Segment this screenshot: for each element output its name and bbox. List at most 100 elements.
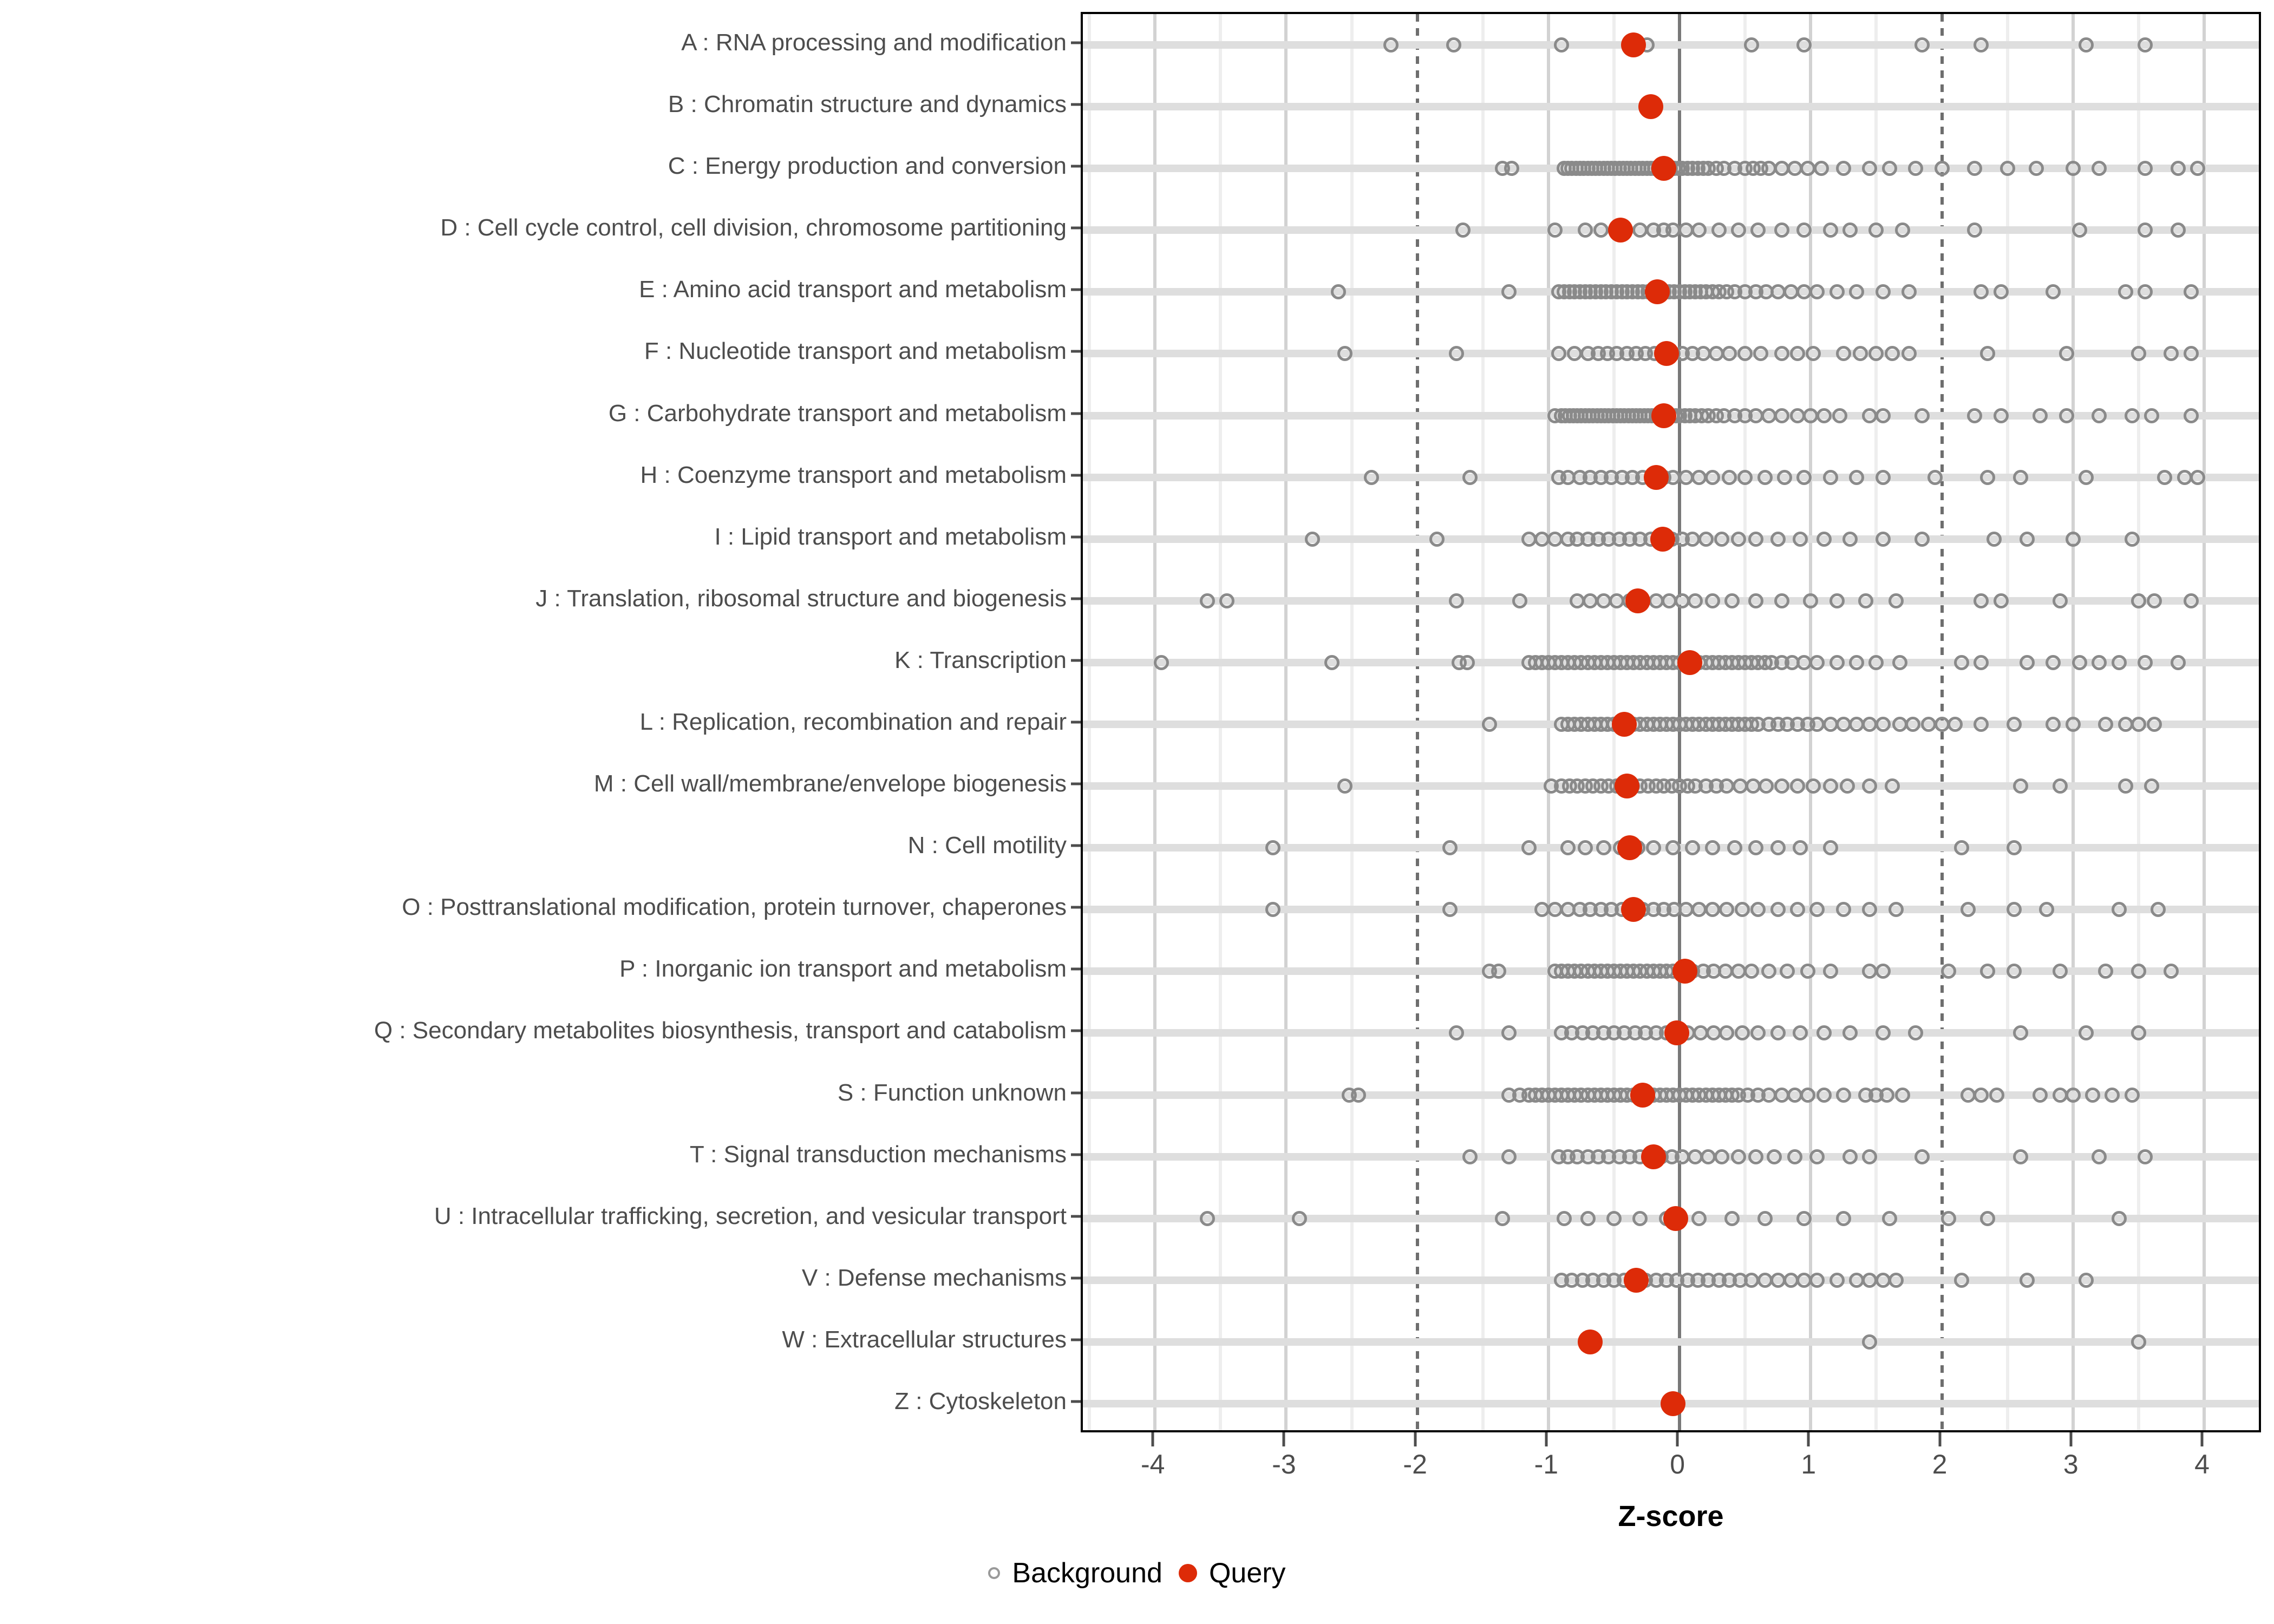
- background-point: [1704, 902, 1720, 918]
- background-point: [1974, 284, 1989, 300]
- background-point: [1750, 902, 1766, 918]
- background-point: [1884, 778, 1900, 794]
- background-point: [1758, 778, 1774, 794]
- background-point: [2124, 531, 2140, 547]
- background-point: [1888, 902, 1904, 918]
- background-point: [1835, 161, 1851, 176]
- background-point: [1875, 284, 1891, 300]
- background-point: [2190, 469, 2205, 485]
- background-point: [1691, 222, 1707, 238]
- background-point: [1719, 1025, 1735, 1041]
- x-axis-tick: [1938, 1432, 1942, 1446]
- background-point: [1809, 654, 1825, 670]
- x-axis-tick: [2069, 1432, 2073, 1446]
- background-point: [1383, 37, 1399, 53]
- query-point: [1578, 1329, 1603, 1354]
- background-point: [1645, 840, 1661, 856]
- y-axis-category-labels: A : RNA processing and modification B : C…: [0, 0, 1081, 1432]
- background-point: [2012, 1025, 2028, 1041]
- background-point: [2039, 902, 2055, 918]
- y-gridline: [1083, 1338, 2259, 1346]
- background-point: [1796, 37, 1812, 53]
- background-point: [1840, 778, 1855, 794]
- background-point: [2138, 654, 2153, 670]
- background-point: [2012, 469, 2028, 485]
- background-point: [1849, 654, 1865, 670]
- background-point: [1908, 161, 1924, 176]
- background-point: [1491, 964, 1506, 979]
- background-point: [1691, 1210, 1707, 1226]
- query-point: [1612, 712, 1637, 737]
- background-point: [1829, 593, 1845, 608]
- background-point: [1888, 1272, 1904, 1288]
- background-point: [2131, 717, 2146, 732]
- background-point: [1724, 593, 1740, 608]
- background-point: [1731, 222, 1747, 238]
- query-point: [1663, 1206, 1688, 1231]
- y-axis-tick-label: P : Inorganic ion transport and metaboli…: [619, 955, 1067, 983]
- background-point: [2138, 161, 2153, 176]
- background-point: [1462, 1149, 1478, 1164]
- y-axis-tick-label: C : Energy production and conversion: [668, 153, 1067, 180]
- background-point: [1547, 222, 1563, 238]
- y-axis-tick-label: U : Intracellular trafficking, secretion…: [434, 1202, 1067, 1229]
- background-point: [1832, 408, 1847, 423]
- background-point: [2006, 902, 2022, 918]
- y-axis-tick: [1071, 1091, 1081, 1095]
- background-point: [2052, 593, 2068, 608]
- background-point: [1901, 284, 1917, 300]
- background-point: [1953, 1272, 1969, 1288]
- background-point: [1737, 346, 1753, 362]
- background-point: [1704, 840, 1720, 856]
- y-axis-tick: [1071, 1153, 1081, 1156]
- background-point: [1442, 902, 1458, 918]
- background-point: [2092, 161, 2107, 176]
- background-point: [1858, 593, 1874, 608]
- query-point: [1650, 526, 1675, 552]
- background-point: [1868, 346, 1884, 362]
- background-point: [1750, 1025, 1766, 1041]
- background-point: [2065, 161, 2081, 176]
- background-point: [1974, 717, 1989, 732]
- background-point: [1790, 346, 1806, 362]
- plot-area: [1083, 14, 2259, 1430]
- background-point: [1521, 840, 1537, 856]
- background-point: [1774, 593, 1790, 608]
- legend-item-query[interactable]: Query: [1178, 1559, 1286, 1587]
- background-point: [1455, 222, 1471, 238]
- background-point: [1835, 902, 1851, 918]
- y-axis-tick: [1071, 1338, 1081, 1341]
- y-axis-tick-label: T : Signal transduction mechanisms: [689, 1141, 1067, 1168]
- background-point: [2020, 531, 2035, 547]
- background-point: [2157, 469, 2173, 485]
- background-point: [2098, 964, 2114, 979]
- background-point: [1914, 1149, 1930, 1164]
- legend-item-background[interactable]: Background: [988, 1559, 1162, 1587]
- background-point: [1449, 593, 1465, 608]
- y-axis-tick: [1071, 844, 1081, 847]
- background-point: [1665, 840, 1681, 856]
- background-point: [1967, 222, 1983, 238]
- background-point: [2046, 717, 2061, 732]
- background-point: [1914, 37, 1930, 53]
- background-point: [2111, 902, 2127, 918]
- background-point: [1724, 1210, 1740, 1226]
- query-point: [1661, 1391, 1685, 1416]
- background-point: [1593, 222, 1609, 238]
- y-axis-tick-label: S : Function unknown: [837, 1079, 1067, 1106]
- background-point: [1770, 902, 1786, 918]
- background-point: [1446, 37, 1462, 53]
- background-point: [1737, 469, 1753, 485]
- x-axis-tick: [1807, 1432, 1810, 1446]
- background-point: [1993, 408, 2009, 423]
- background-point: [2079, 469, 2094, 485]
- background-point: [1796, 469, 1812, 485]
- background-point: [1862, 161, 1878, 176]
- query-point: [1641, 1144, 1666, 1169]
- background-point: [1974, 654, 1989, 670]
- background-point: [1822, 840, 1838, 856]
- background-point: [1914, 408, 1930, 423]
- query-point: [1630, 1082, 1656, 1108]
- query-point: [1664, 1020, 1690, 1046]
